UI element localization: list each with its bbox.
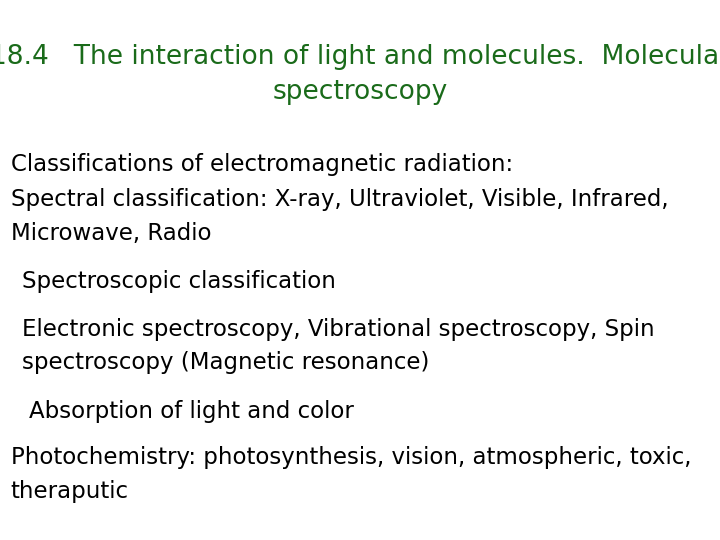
Text: Absorption of light and color: Absorption of light and color xyxy=(29,400,354,423)
Text: spectroscopy (Magnetic resonance): spectroscopy (Magnetic resonance) xyxy=(22,352,429,374)
Text: Spectroscopic classification: Spectroscopic classification xyxy=(22,271,336,293)
Text: spectroscopy: spectroscopy xyxy=(272,79,448,105)
Text: Classifications of electromagnetic radiation:: Classifications of electromagnetic radia… xyxy=(11,153,513,176)
Text: Electronic spectroscopy, Vibrational spectroscopy, Spin: Electronic spectroscopy, Vibrational spe… xyxy=(22,318,654,341)
Text: Photochemistry: photosynthesis, vision, atmospheric, toxic,: Photochemistry: photosynthesis, vision, … xyxy=(11,447,691,469)
Text: theraputic: theraputic xyxy=(11,480,129,503)
Text: Microwave, Radio: Microwave, Radio xyxy=(11,222,211,245)
Text: Spectral classification: X-ray, Ultraviolet, Visible, Infrared,: Spectral classification: X-ray, Ultravio… xyxy=(11,188,668,211)
Text: 18.4   The interaction of light and molecules.  Molecular: 18.4 The interaction of light and molecu… xyxy=(0,44,720,70)
